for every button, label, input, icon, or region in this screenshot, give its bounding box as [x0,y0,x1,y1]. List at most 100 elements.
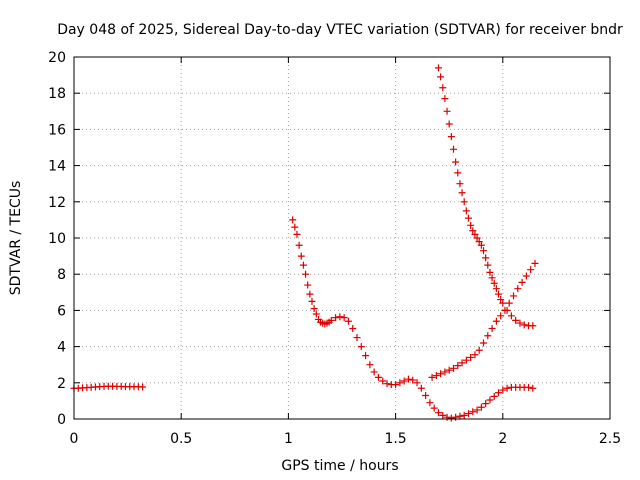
y-tick-label: 8 [57,267,66,283]
data-point [475,238,483,246]
y-tick-label: 6 [57,303,66,319]
data-point [510,292,518,300]
y-tick-label: 2 [57,376,66,392]
data-point [439,84,447,92]
data-point [503,384,511,392]
data-point [492,285,500,293]
data-point [525,383,533,391]
data-point [430,404,438,412]
data-point [522,272,530,280]
data-point [299,261,307,269]
x-tick-label: 1 [284,431,293,447]
data-point [473,406,481,414]
data-point [531,259,539,267]
data-point [452,413,460,421]
data-point [295,241,303,249]
data-point [492,317,500,325]
data-point [464,410,472,418]
data-point [460,411,468,419]
data-point [469,227,477,235]
data-point [471,351,479,359]
data-point [291,223,299,231]
data-point [497,312,505,320]
data-point [488,274,496,282]
data-point [454,362,462,370]
data-point [306,290,314,298]
data-point [529,322,537,330]
data-point [366,361,374,369]
data-point [449,145,457,153]
data-point [490,392,498,400]
data-point [480,247,488,255]
y-tick-label: 20 [48,50,66,66]
data-point [477,403,485,411]
data-point [357,343,365,351]
data-point [447,133,455,141]
data-point [482,254,490,262]
data-point [471,230,479,238]
data-point [490,279,498,287]
x-tick-label: 0 [70,431,79,447]
data-point [488,325,496,332]
data-point [310,305,318,313]
plot-frame [73,56,611,420]
data-point [340,314,348,322]
data-point [443,413,451,421]
data-point [293,230,301,238]
data-point [486,268,494,276]
y-tick-label: 12 [48,195,66,211]
data-point [353,334,361,342]
data-point [520,321,528,329]
data-point [464,214,472,222]
data-point [458,189,466,197]
y-tick-label: 0 [57,412,66,428]
series-arc-3 [434,64,537,330]
data-point [383,380,391,388]
data-point [432,372,440,380]
data-point [507,312,515,320]
data-point [434,409,442,417]
data-point [486,396,494,404]
data-point [441,95,449,103]
x-axis-tick-labels: 0 0.5 1 1.5 2 2.5 [70,431,622,447]
data-point [445,366,453,374]
data-point [497,296,505,304]
data-point [443,107,451,115]
data-point [439,411,447,419]
data-point [460,198,468,206]
data-point [445,120,453,128]
x-axis-label: GPS time / hours [281,458,398,474]
data-point [529,384,537,392]
series-arc-1 [70,382,147,392]
data-point [404,375,412,383]
data-point [495,389,503,397]
data-point [467,353,475,361]
data-point [434,64,442,72]
data-point [336,313,344,321]
data-point [514,285,522,293]
data-point [370,368,378,376]
data-point [484,332,492,340]
data-point [473,234,481,242]
y-tick-label: 10 [48,231,66,247]
data-point [516,319,524,327]
data-point [349,325,357,332]
data-point [400,377,408,385]
data-point [462,356,470,364]
data-point [409,376,417,384]
chart-title: Day 048 of 2025, Sidereal Day-to-day VTE… [57,22,623,38]
data-point [482,400,490,408]
data-point [456,180,464,188]
data-point [327,316,335,324]
data-point [304,281,312,289]
data-point [413,379,421,387]
data-point [374,373,382,381]
series-arc-4 [428,259,539,381]
series-arc-2 [289,216,537,422]
data-point [302,270,310,278]
data-point [308,297,316,305]
x-tick-label: 2 [498,431,507,447]
data-point [469,408,477,416]
data-point [392,381,400,389]
data-point [505,299,513,307]
